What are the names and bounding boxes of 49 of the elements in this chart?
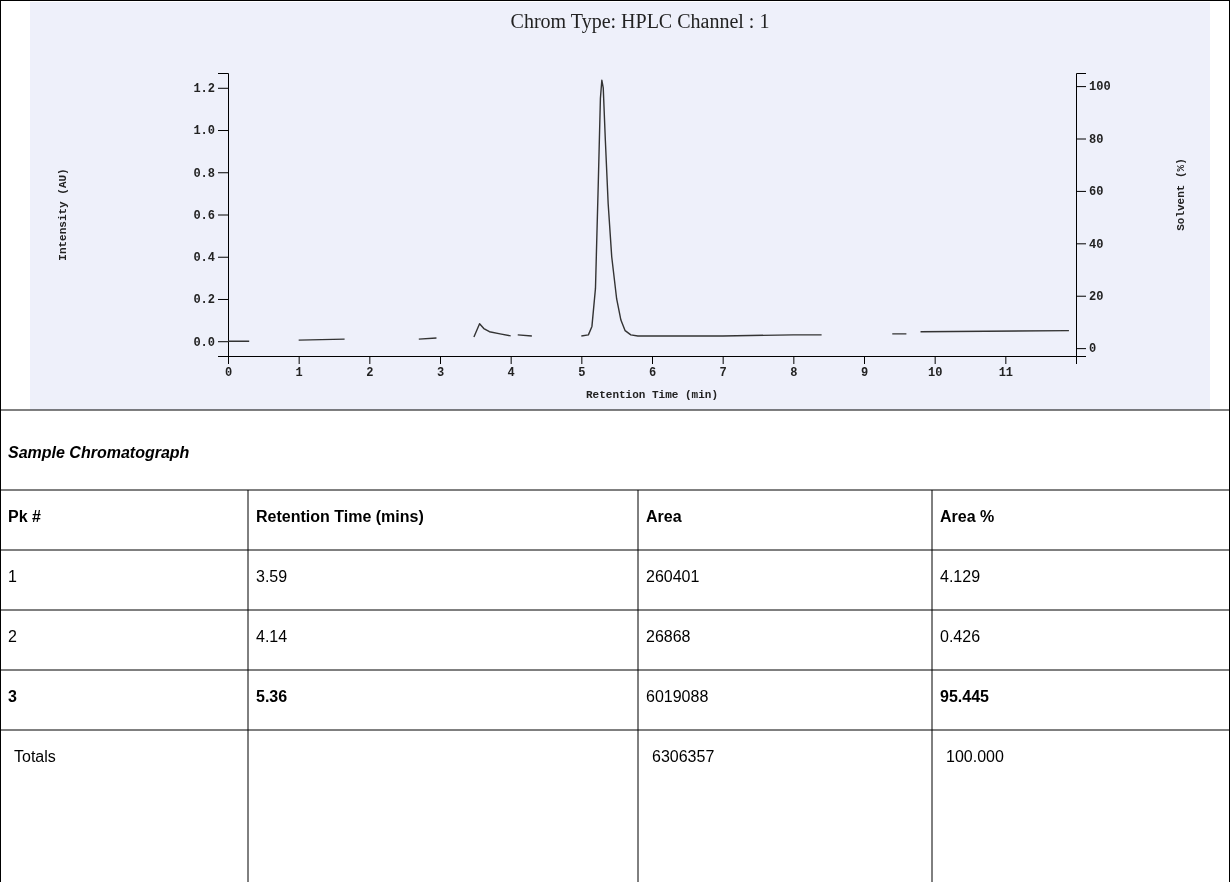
y2-tick-label: 100: [1089, 80, 1111, 95]
text: Totals: [14, 748, 56, 765]
text: Retention Time (mins): [256, 508, 424, 525]
y-tick-label: 0.6: [193, 208, 215, 223]
text: 95.445: [940, 688, 990, 705]
text: 2: [8, 628, 17, 645]
y-tick-label: 1.0: [193, 124, 215, 139]
x-tick-label: 5: [578, 365, 586, 380]
y2-axis-title: Solvent (%): [1175, 158, 1187, 231]
text: 4.14: [256, 628, 288, 645]
text: 260401: [646, 568, 700, 585]
text: 3: [8, 688, 17, 705]
x-tick-label: 1: [295, 365, 303, 380]
text: 6306357: [652, 748, 715, 765]
x-tick-label: 2: [366, 365, 374, 380]
y2-tick-label: 80: [1089, 132, 1104, 147]
text: 0.426: [940, 628, 981, 645]
text: Pk #: [8, 508, 42, 525]
y2-tick-label: 0: [1089, 342, 1097, 357]
y-axis-title: Intensity (AU): [57, 168, 69, 261]
x-tick-label: 4: [507, 365, 515, 380]
y2-tick-label: 40: [1089, 237, 1104, 252]
text: 26868: [646, 628, 691, 645]
text: 100.000: [946, 748, 1004, 765]
text: Area: [646, 508, 682, 525]
x-tick-label: 9: [860, 365, 869, 380]
text: 3.59: [256, 568, 288, 585]
text: 4.129: [940, 568, 981, 585]
y-tick-label: 0.4: [193, 251, 215, 266]
text: Area %: [940, 508, 995, 525]
y2-tick-label: 60: [1089, 185, 1104, 200]
y-tick-label: 0.2: [193, 293, 215, 308]
y2-tick-label: 20: [1089, 290, 1104, 305]
x-tick-label: 7: [719, 365, 727, 380]
x-tick-label: 8: [790, 365, 798, 380]
x-tick-label: 0: [224, 365, 233, 380]
y-tick-label: 1.2: [193, 82, 215, 97]
text: 6019088: [646, 688, 709, 705]
text: 1: [8, 568, 17, 585]
x-tick-label: 10: [927, 365, 943, 380]
x-tick-label: 6: [648, 365, 657, 380]
y-tick-label: 0.0: [193, 335, 215, 350]
x-axis-title: Retention Time (min): [585, 389, 719, 401]
y-tick-label: 0.8: [193, 166, 215, 181]
x-tick-label: 11: [998, 365, 1014, 380]
chart-title: Chrom Type: HPLC Channel : 1: [510, 10, 770, 33]
text: Sample Chromatograph: [8, 444, 190, 461]
x-tick-label: 3: [436, 365, 445, 380]
text: 5.36: [256, 688, 288, 705]
